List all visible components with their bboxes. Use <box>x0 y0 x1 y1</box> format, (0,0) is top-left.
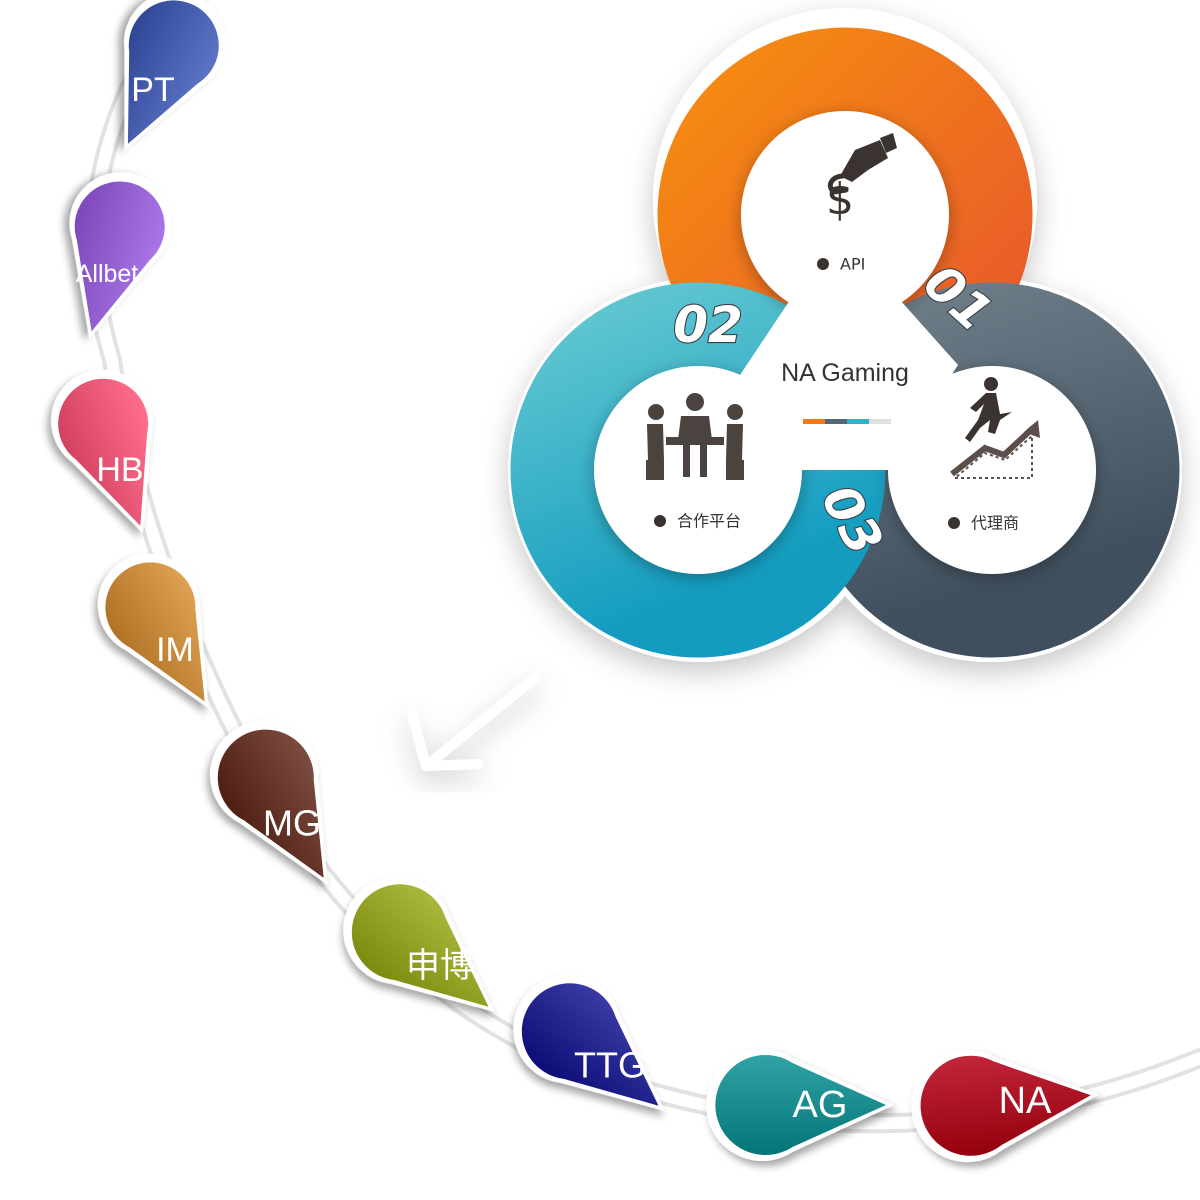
disc-agent <box>888 366 1096 574</box>
pin-label: TTG <box>574 1045 646 1086</box>
svg-text:$: $ <box>826 174 854 225</box>
disc-partner <box>594 366 802 574</box>
arrow-icon <box>407 673 540 771</box>
pin-label: AG <box>793 1084 848 1126</box>
label-partner: 合作平台 <box>677 512 741 531</box>
provider-pin-im: IM <box>97 553 209 709</box>
provider-pin-mg: MG <box>210 720 328 885</box>
hub-diagram: NA Gaming 01 02 03 $ API <box>508 8 1182 662</box>
provider-pins: PT Allbet HB IM MG 申博 TTG AG NA <box>51 0 1099 1163</box>
pin-body <box>105 562 205 702</box>
stripe-segment <box>825 419 847 424</box>
pin-label: Allbet <box>76 260 139 288</box>
bullet-dot <box>654 515 666 527</box>
provider-pin-ag: AG <box>706 1049 894 1161</box>
provider-pin-allbet: Allbet <box>69 172 172 340</box>
pin-body <box>127 0 219 144</box>
pin-label: PT <box>131 71 174 109</box>
pin-body <box>715 1055 886 1155</box>
hand-dollar-icon: $ <box>826 133 897 225</box>
provider-pin-申博: 申博 <box>343 876 495 1012</box>
growth-runner-icon <box>950 377 1040 479</box>
pin-label: MG <box>263 803 321 844</box>
accent-stripe <box>803 419 891 424</box>
provider-pin-pt: PT <box>124 0 227 152</box>
stripe-segment <box>847 419 869 424</box>
pin-body <box>920 1055 1091 1156</box>
disc-api <box>741 111 949 319</box>
pin-body <box>351 884 489 1007</box>
pin-label: 申博 <box>406 947 474 985</box>
label-api: API <box>840 255 865 274</box>
provider-pin-hb: HB <box>51 369 154 534</box>
label-agent: 代理商 <box>971 514 1019 533</box>
pin-label: HB <box>96 451 143 489</box>
pin-body <box>74 181 165 332</box>
pin-label: IM <box>156 631 194 669</box>
provider-pin-na: NA <box>911 1050 1099 1163</box>
meeting-icon <box>646 393 744 480</box>
hub-title: NA Gaming <box>781 359 909 387</box>
bullet-dot <box>817 258 829 270</box>
provider-pin-ttg: TTG <box>513 975 665 1111</box>
bullet-dot <box>948 517 960 529</box>
pin-body <box>521 983 659 1106</box>
number-02: 02 <box>673 296 743 354</box>
pin-label: NA <box>999 1080 1052 1122</box>
stripe-segment <box>869 419 891 424</box>
pin-body <box>58 378 149 526</box>
pin-body <box>217 729 324 878</box>
stripe-segment <box>803 419 825 424</box>
